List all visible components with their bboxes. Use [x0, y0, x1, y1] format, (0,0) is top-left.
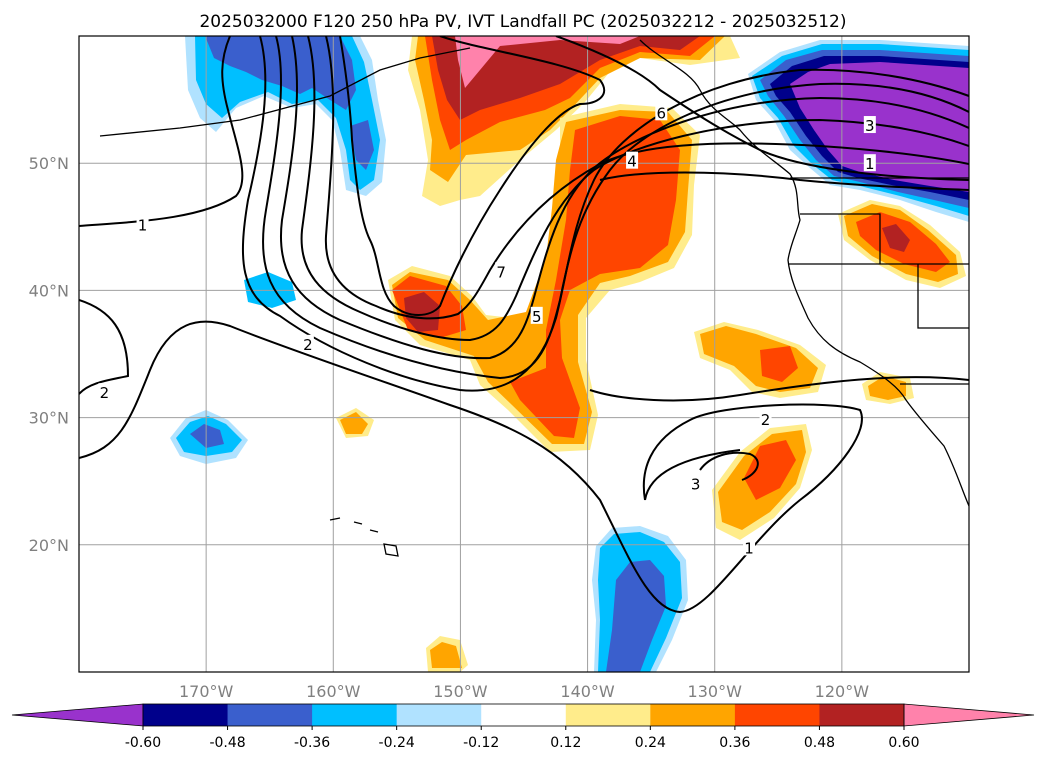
- colorbar-segment: [819, 704, 905, 726]
- lon-tick-label: 160°W: [306, 682, 361, 701]
- contour-label: 1: [865, 155, 875, 173]
- contour-label: 4: [627, 153, 637, 171]
- lon-tick-label: 140°W: [560, 682, 615, 701]
- colorbar-tick-label: -0.24: [379, 735, 415, 751]
- colorbar-segment: [650, 704, 736, 726]
- colorbar-segment: [227, 704, 313, 726]
- contour-label: 2: [761, 411, 771, 429]
- contour-label-bg: [655, 103, 668, 121]
- contour-label-bg: [863, 116, 876, 134]
- contour-label: 6: [657, 104, 667, 122]
- latitude-tick-labels: 50°N 40°N 30°N 20°N: [29, 154, 69, 555]
- pv-contour: [300, 36, 969, 342]
- lat-tick-label: 40°N: [29, 281, 69, 300]
- colorbar-frame: [142, 703, 905, 727]
- coastlines: [99, 39, 969, 507]
- contour-label-bg: [863, 154, 876, 172]
- contour-label-bg: [626, 151, 639, 169]
- contour-label-bg: [689, 474, 702, 492]
- lat-tick-label: 30°N: [29, 409, 69, 428]
- pv-contour: [79, 299, 130, 395]
- hawaii-islands: [329, 517, 399, 557]
- colorbar-tick-label: 0.24: [635, 735, 666, 751]
- colorbar-tick-label: -0.60: [125, 735, 161, 751]
- contour-label: 7: [496, 263, 506, 281]
- colorbar-segment: [565, 704, 651, 726]
- contour-label-bg: [495, 262, 508, 280]
- colorbar-segment: [396, 704, 482, 726]
- contour-label: 1: [744, 539, 754, 557]
- lat-tick-label: 50°N: [29, 154, 69, 173]
- pv-contour: [699, 451, 759, 481]
- colorbar-tick-label: 0.36: [719, 735, 750, 751]
- colorbar-tick-label: 0.12: [550, 735, 581, 751]
- contour-label: 3: [865, 117, 875, 135]
- contour-label-bg: [98, 383, 111, 401]
- lon-tick-label: 170°W: [179, 682, 234, 701]
- contour-label-bg: [759, 409, 772, 427]
- pv-contour: [555, 36, 969, 181]
- lat-tick-label: 20°N: [29, 536, 69, 555]
- pv-contour: [599, 171, 969, 191]
- pv-contour: [280, 36, 969, 360]
- colorbar-segment: [143, 704, 229, 726]
- contour-labels: 1 2 2 7 5 4 6 3 1 2 3 1: [98, 103, 876, 557]
- colorbar-tick-label: -0.48: [209, 735, 245, 751]
- pv-contour: [324, 36, 969, 320]
- gridlines: [79, 36, 969, 672]
- pv-contour: [589, 376, 969, 402]
- contour-label-bg: [530, 306, 543, 324]
- colorbar-segment: [481, 704, 567, 726]
- map-panel: 1 2 2 7 5 4 6 3 1 2 3 1: [78, 35, 970, 673]
- contour-label-bg: [301, 334, 314, 352]
- colorbar-segment: [734, 704, 820, 726]
- colorbar-tick-label: -0.12: [463, 735, 499, 751]
- pv-contour: [262, 36, 969, 380]
- pv-contour: [79, 320, 863, 614]
- contour-label: 2: [100, 384, 110, 402]
- contour-label-bg: [136, 215, 149, 233]
- state-border: [788, 213, 969, 385]
- north-america-coastline: [639, 39, 969, 507]
- lon-tick-label: 130°W: [688, 682, 743, 701]
- contour-label: 3: [691, 476, 701, 494]
- colorbar-segment: [312, 704, 398, 726]
- contour-label: 5: [532, 308, 542, 326]
- contour-label: 1: [138, 216, 148, 234]
- colorbar-tick-label: 0.60: [888, 735, 919, 751]
- colorbar-tick-label: 0.48: [804, 735, 835, 751]
- map-frame: [78, 35, 970, 673]
- lon-tick-label: 120°W: [815, 682, 870, 701]
- colorbar-extend-high: [903, 703, 1035, 727]
- longitude-tick-labels: 170°W 160°W 150°W 140°W 130°W 120°W: [179, 682, 869, 701]
- pv-contour: [339, 36, 606, 316]
- colorbar-extend-low: [11, 703, 144, 727]
- figure-title: 2025032000 F120 250 hPa PV, IVT Landfall…: [199, 12, 846, 32]
- aleutian-coastline: [99, 47, 471, 137]
- colorbar-tick-label: -0.36: [294, 735, 330, 751]
- lon-tick-label: 150°W: [433, 682, 488, 701]
- pv-contour-lines: [79, 36, 969, 614]
- pv-contour: [644, 449, 741, 501]
- contour-label-bg: [743, 538, 756, 556]
- contour-label: 2: [303, 336, 313, 354]
- colorbar: -0.60 -0.48 -0.36 -0.24 -0.12 0.12 0.24 0.36 0.4…: [11, 703, 1035, 751]
